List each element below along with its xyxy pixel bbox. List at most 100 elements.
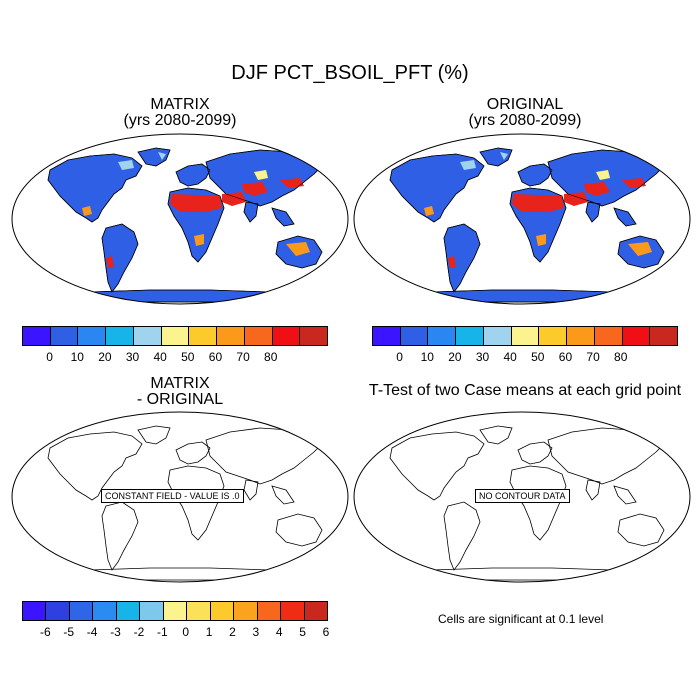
- colorbar-tick-label: 4: [275, 625, 283, 639]
- colorbar-tick-label: 50: [531, 350, 545, 364]
- colorbar-tick-label: 30: [475, 350, 490, 364]
- colorbar-swatch: [622, 327, 651, 345]
- colorbar-tick-label: 6: [322, 625, 330, 639]
- coastline-northAmerica: [389, 153, 485, 223]
- map-border: [353, 411, 691, 583]
- colorbar-tick-label: -5: [63, 625, 75, 639]
- panel-3-title-line1: MATRIX: [150, 375, 210, 392]
- colorbar-tick-label: 10: [420, 350, 434, 364]
- map-border: [353, 133, 691, 305]
- colorbar-tick-label: 20: [98, 350, 112, 364]
- mixed-region: [448, 256, 456, 268]
- coastline-india: [243, 201, 259, 223]
- colorbar-swatch: [23, 602, 47, 620]
- colorbar-tick-label: 60: [208, 350, 223, 364]
- colorbar-tick-label: 2: [229, 625, 236, 639]
- colorbar-swatch: [257, 602, 282, 620]
- panel-4-title: T-Test of two Case means at each grid po…: [368, 382, 682, 399]
- colorbar-swatch: [116, 602, 141, 620]
- colorbar-swatch: [539, 327, 568, 345]
- colorbar-swatch: [69, 602, 94, 620]
- panel-1-title: MATRIX (yrs 2080-2099): [80, 97, 280, 129]
- figure-title: DJF PCT_BSOIL_PFT (%): [231, 62, 469, 84]
- mixed-region: [536, 234, 546, 246]
- colorbar-tick-label: -4: [86, 625, 98, 639]
- colorbar-swatch: [272, 327, 301, 345]
- no-contour-message: NO CONTOUR DATA: [475, 489, 570, 503]
- coastline-northAmerica: [47, 153, 143, 223]
- colorbar-tick-label: 0: [182, 625, 190, 639]
- desert-region: [622, 178, 646, 188]
- colorbar-swatch: [594, 327, 623, 345]
- panel-2-title: ORIGINAL (yrs 2080-2099): [425, 97, 625, 129]
- coastline-southAmerica: [101, 223, 139, 293]
- mixed-region: [460, 160, 476, 170]
- colorbar-swatch: [210, 602, 235, 620]
- colorbar-swatch: [281, 602, 305, 620]
- colorbar-swatch: [133, 327, 162, 345]
- colorbar-swatch: [650, 327, 678, 345]
- map-content: [354, 134, 690, 304]
- colorbar-tick-label: 5: [299, 625, 306, 639]
- panel-2-title-line2: (yrs 2080-2099): [468, 112, 582, 129]
- continent-greenland: [479, 425, 513, 445]
- significance-note: Cells are significant at 0.1 level: [438, 612, 604, 626]
- coastline-greenland: [137, 147, 171, 167]
- coastline-europe: [517, 163, 553, 187]
- panel-3-title: MATRIX - ORIGINAL: [80, 376, 280, 408]
- colorbar-swatch: [106, 327, 134, 345]
- colorbar-tick-label: 40: [153, 350, 167, 364]
- panel-1-title-line2: (yrs 2080-2099): [123, 112, 237, 129]
- continent-india: [585, 479, 601, 501]
- colorbar-tick-label: 80: [614, 350, 628, 364]
- colorbar-swatch: [46, 602, 70, 620]
- desert-region: [242, 182, 268, 196]
- coastline-europe: [175, 163, 211, 187]
- mixed-region: [158, 152, 166, 160]
- continent-northAmerica: [47, 431, 143, 501]
- colorbar-tick-label: -6: [40, 625, 51, 639]
- colorbar-tick-label: 30: [125, 350, 140, 364]
- map-border: [11, 133, 349, 305]
- colorbar-swatch: [217, 327, 245, 345]
- colorbar-tick-label: 40: [503, 350, 517, 364]
- colorbar-tick-label: 70: [236, 350, 250, 364]
- desert-region: [280, 178, 304, 188]
- mixed-region: [82, 206, 92, 216]
- colorbar-tick-label: -3: [110, 625, 121, 639]
- continent-greenland: [137, 425, 171, 445]
- colorbar-swatch: [511, 327, 540, 345]
- coastline-seAsia: [271, 207, 295, 227]
- colorbar-swatch: [456, 327, 484, 345]
- continent-northAmerica: [389, 431, 485, 501]
- colorbar-tick-label: 50: [181, 350, 195, 364]
- continent-europe: [175, 441, 211, 465]
- mixed-region: [194, 234, 204, 246]
- colorbar-tick-label: 1: [205, 625, 213, 639]
- map-border: [11, 411, 349, 583]
- coastline-seAsia: [613, 207, 637, 227]
- colorbar-swatch: [187, 602, 211, 620]
- panel-2-title-line1: ORIGINAL: [486, 96, 564, 113]
- constant-field-message: CONSTANT FIELD - VALUE IS .0: [101, 489, 244, 503]
- colorbar-swatch: [300, 327, 328, 345]
- mixed-region: [628, 242, 652, 256]
- panel-3-title-line2: - ORIGINAL: [136, 391, 224, 408]
- map-matrix: [11, 133, 349, 305]
- colorbar-tick-label: 0: [396, 350, 403, 364]
- colorbar-swatch: [140, 602, 164, 620]
- colorbar-tick-label: 3: [252, 625, 260, 639]
- colorbar-swatch: [373, 327, 401, 345]
- desert-region: [222, 192, 246, 206]
- colorbar-tick-label: -2: [133, 625, 145, 639]
- coastline-australia: [617, 235, 665, 269]
- continent-antarctica: [37, 289, 323, 303]
- mixed-region: [286, 242, 310, 256]
- coastline-africa: [167, 187, 225, 263]
- continent-seAsia: [613, 485, 637, 505]
- colorbar-tick-label: -1: [156, 625, 168, 639]
- coastline-africa: [509, 187, 567, 263]
- map-content: [12, 134, 348, 304]
- desert-region: [564, 192, 588, 206]
- colorbar-tick-label: 60: [558, 350, 573, 364]
